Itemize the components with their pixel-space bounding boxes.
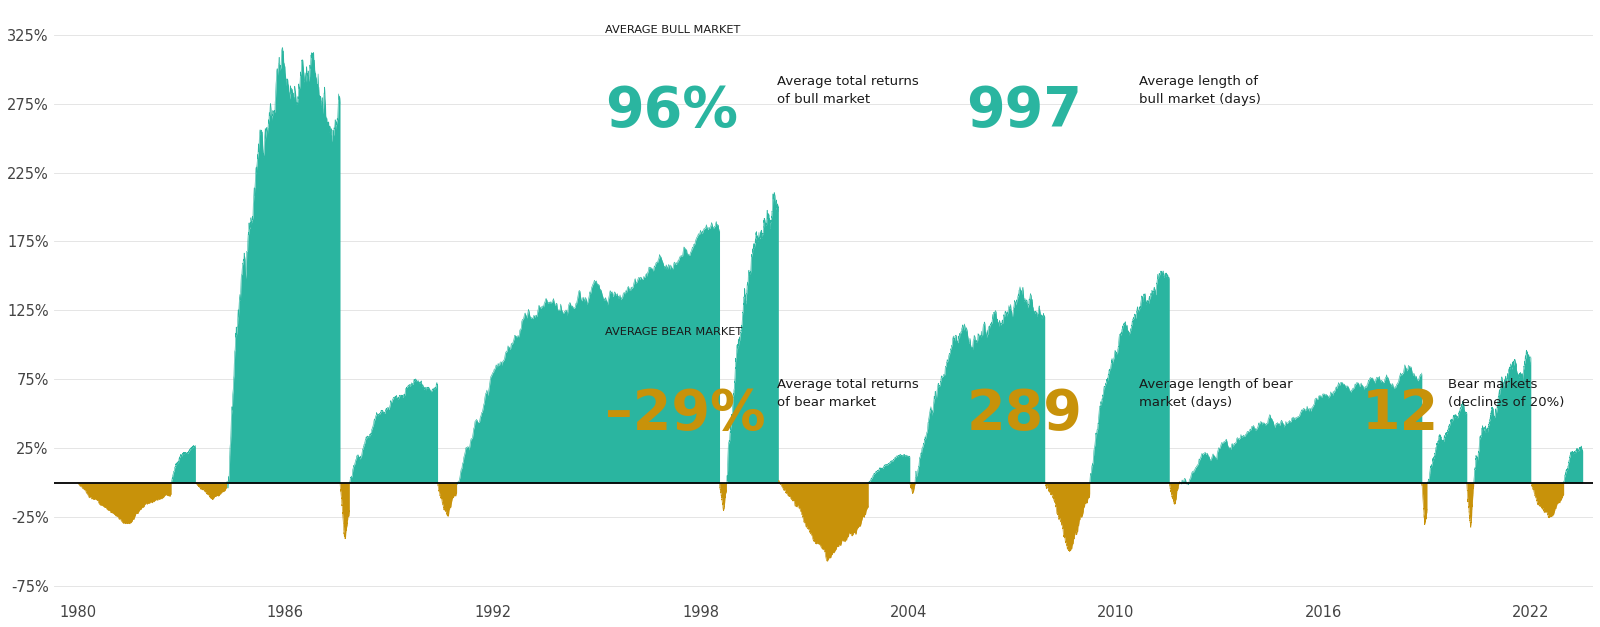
Text: 997: 997 bbox=[966, 84, 1082, 138]
Text: AVERAGE BULL MARKET: AVERAGE BULL MARKET bbox=[605, 24, 741, 34]
Text: AVERAGE BEAR MARKET: AVERAGE BEAR MARKET bbox=[605, 327, 742, 337]
Text: Average length of
bull market (days): Average length of bull market (days) bbox=[1139, 75, 1261, 106]
Text: –29%: –29% bbox=[605, 387, 765, 441]
Text: Bear markets
(declines of 20%): Bear markets (declines of 20%) bbox=[1448, 377, 1565, 409]
Text: 96%: 96% bbox=[605, 84, 738, 138]
Text: 289: 289 bbox=[966, 387, 1082, 441]
Text: 12: 12 bbox=[1362, 387, 1440, 441]
Text: Average total returns
of bear market: Average total returns of bear market bbox=[778, 377, 918, 409]
Text: Average total returns
of bull market: Average total returns of bull market bbox=[778, 75, 918, 106]
Text: Average length of bear
market (days): Average length of bear market (days) bbox=[1139, 377, 1293, 409]
